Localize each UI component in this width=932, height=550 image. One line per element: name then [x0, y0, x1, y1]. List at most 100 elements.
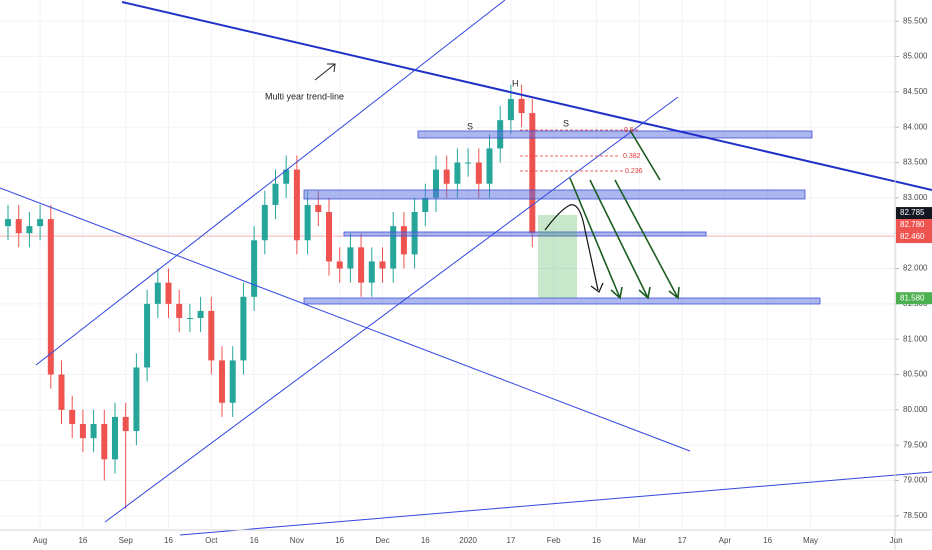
candle-body	[240, 296, 247, 361]
candle-body	[454, 162, 461, 184]
x-tick-label: 17	[506, 536, 515, 545]
y-tick-label: 84.500	[903, 87, 928, 96]
price-tag	[896, 231, 932, 244]
pattern-label: S	[563, 118, 569, 128]
candle-body	[176, 303, 183, 318]
axes: 78.500 79.000 79.500 80.000 80.500 81.000 81.5…	[33, 16, 932, 545]
x-tick-label: May	[803, 536, 818, 545]
candle-body	[529, 113, 536, 234]
y-tick-label: 81.000	[903, 334, 928, 343]
projection-arrows	[569, 129, 680, 300]
y-tick-label: 78.500	[903, 511, 928, 520]
x-tick-label: Aug	[33, 536, 47, 545]
candle-body	[58, 374, 65, 410]
price-tag	[896, 292, 932, 305]
price-tag	[896, 207, 932, 220]
channel-upper	[35, 0, 506, 366]
candle-body	[315, 204, 322, 212]
trend-line	[121, 1, 932, 191]
support-line	[179, 471, 932, 536]
candle-body	[90, 424, 97, 439]
candle-body	[5, 219, 11, 227]
price-tag-label: 82.460	[900, 232, 925, 241]
candles	[5, 84, 536, 509]
x-tick-label: 16	[78, 536, 87, 545]
candle-body	[229, 360, 236, 403]
candle-body	[251, 240, 258, 297]
candle-body	[368, 261, 375, 283]
candle-body	[79, 424, 86, 439]
candle-body	[197, 310, 204, 318]
x-tick-label: Jun	[890, 536, 903, 545]
x-tick-label: Oct	[205, 536, 218, 545]
fib-label: 0.382	[623, 153, 641, 160]
zone	[303, 189, 806, 200]
x-tick-label: 16	[164, 536, 173, 545]
candle-body	[486, 148, 493, 184]
pattern-label: H	[512, 78, 519, 88]
zone	[343, 231, 707, 237]
candle-body	[443, 169, 450, 184]
candle-body	[272, 183, 279, 205]
x-tick-label: Mar	[632, 536, 646, 545]
x-tick-label: 16	[421, 536, 430, 545]
pattern-label: S	[467, 121, 473, 131]
candle-body	[347, 247, 354, 269]
y-tick-label: 79.000	[903, 476, 928, 485]
fib-label: 0.236	[625, 168, 643, 175]
note: Multi year trend-line	[265, 91, 344, 101]
note-arrow	[314, 63, 336, 81]
x-tick-label: 16	[250, 536, 259, 545]
y-tick-label: 83.000	[903, 193, 928, 202]
candle-body	[283, 169, 290, 184]
x-tick-label: Nov	[290, 536, 304, 545]
y-tick-label: 82.000	[903, 264, 928, 273]
fib-label: 0.5	[624, 127, 634, 134]
price-tag-label: 82.780	[900, 220, 925, 229]
x-tick-label: 16	[592, 536, 601, 545]
channel-lower	[104, 96, 679, 523]
candle-body	[154, 282, 161, 304]
x-tick-label: 17	[678, 536, 687, 545]
target-box	[538, 215, 577, 298]
grid	[0, 0, 897, 530]
x-tick-label: Feb	[547, 536, 561, 545]
y-tick-label: 80.000	[903, 405, 928, 414]
candle-body	[261, 204, 268, 241]
candle-body	[112, 416, 118, 460]
drawings: Multi year trend-line H S S 0.5 0.382 0.…	[0, 0, 932, 536]
y-tick-label: 85.500	[903, 16, 928, 25]
candle-body	[379, 261, 386, 269]
y-tick-label: 85.000	[903, 52, 928, 61]
zone	[303, 297, 821, 305]
candle-body	[422, 197, 429, 212]
candle-body	[122, 416, 129, 432]
candle-body	[15, 219, 22, 234]
candle-body	[475, 162, 482, 184]
x-tick-label: Apr	[719, 536, 732, 545]
x-tick-label: Sep	[119, 536, 134, 545]
candle-body	[144, 303, 151, 368]
candle-body	[304, 204, 311, 241]
path-arrow	[544, 204, 604, 293]
zone	[417, 130, 813, 139]
y-tick-label: 80.500	[903, 370, 928, 379]
candle-body	[326, 212, 332, 262]
price-tag-label: 81.580	[900, 293, 925, 302]
candle-body	[433, 169, 439, 198]
candle-body	[465, 162, 472, 164]
candle-body	[219, 360, 225, 403]
candle-body	[507, 98, 514, 121]
candle-body	[69, 409, 76, 424]
x-tick-label: 16	[763, 536, 772, 545]
candle-body	[400, 226, 407, 255]
y-tick-label: 83.500	[903, 158, 928, 167]
candle-body	[165, 282, 172, 304]
candle-body	[37, 219, 44, 227]
candle-body	[208, 310, 215, 361]
y-tick-label: 79.500	[903, 440, 928, 449]
candle-body	[26, 226, 33, 234]
candle-body	[101, 424, 108, 460]
price-tag	[896, 219, 932, 232]
